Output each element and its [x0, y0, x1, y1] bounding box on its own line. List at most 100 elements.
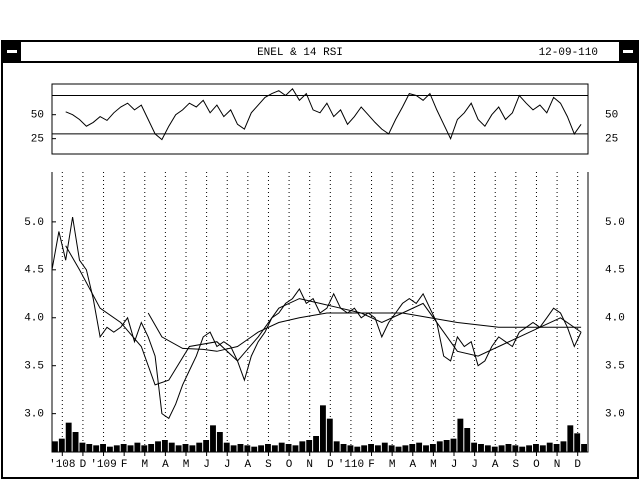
volume-bar	[313, 436, 319, 452]
price-line	[65, 88, 582, 141]
volume-bar	[533, 444, 539, 452]
y-tick-label-right: 4.5	[605, 265, 625, 277]
x-tick-label: A	[162, 459, 169, 471]
volume-bar	[498, 445, 505, 452]
y-tick-label: 3.0	[24, 409, 44, 421]
volume-bar	[52, 441, 58, 452]
y-tick-label-right: 50	[605, 110, 618, 122]
volume-bar	[320, 405, 326, 452]
price-line	[65, 245, 582, 386]
volume-bar	[429, 444, 436, 452]
volume-bar	[113, 445, 120, 452]
x-tick-label: '110	[338, 459, 364, 471]
volume-bar	[388, 445, 395, 452]
x-tick-label: D	[327, 459, 334, 471]
volume-bar	[100, 444, 106, 452]
volume-bar	[581, 444, 587, 452]
volume-bar	[155, 441, 161, 452]
volume-bar	[93, 445, 100, 452]
y-tick-label: 4.5	[24, 265, 44, 277]
x-tick-label: M	[430, 459, 437, 471]
x-tick-label: M	[141, 459, 148, 471]
volume-bar	[106, 446, 113, 452]
volume-bar	[265, 444, 271, 452]
x-tick-label: D	[574, 459, 581, 471]
x-tick-label: O	[533, 459, 540, 471]
volume-bar	[512, 445, 519, 452]
x-tick-label: S	[265, 459, 272, 471]
volume-bar	[574, 433, 581, 452]
volume-bar	[526, 445, 533, 452]
x-tick-label: D	[80, 459, 87, 471]
volume-bar	[409, 444, 416, 452]
x-tick-label: J	[203, 459, 210, 471]
x-tick-label: M	[389, 459, 396, 471]
y-tick-label-right: 4.0	[605, 313, 625, 325]
volume-bar	[484, 445, 491, 452]
volume-bar	[539, 445, 546, 452]
window-frame	[1, 40, 639, 479]
y-tick-label-right: 3.5	[605, 361, 625, 373]
volume-bar	[292, 445, 299, 452]
x-tick-label: F	[368, 459, 375, 471]
volume-bar	[189, 445, 196, 452]
volume-bar	[306, 440, 313, 452]
x-tick-label: '109	[90, 459, 116, 471]
volume-bar	[127, 445, 134, 452]
menu-dash	[7, 50, 17, 53]
volume-bar	[464, 428, 471, 452]
volume-bar	[519, 446, 526, 452]
x-tick-label: J	[471, 459, 478, 471]
volume-bar	[361, 445, 368, 452]
volume-bar	[567, 425, 574, 452]
x-tick-label: N	[306, 459, 313, 471]
volume-bar	[450, 438, 457, 452]
volume-bar	[326, 418, 333, 452]
volume-bar	[478, 444, 484, 452]
volume-bar	[86, 444, 93, 452]
volume-bar	[271, 445, 278, 452]
x-tick-label: S	[513, 459, 520, 471]
y-tick-label-right: 3.0	[605, 409, 625, 421]
volume-bar	[230, 445, 237, 452]
x-tick-label: F	[121, 459, 128, 471]
volume-bar	[120, 444, 127, 452]
x-tick-label: N	[554, 459, 561, 471]
price-line	[51, 217, 582, 420]
rsi-frame	[51, 83, 589, 155]
volume-bar	[134, 442, 141, 452]
volume-bar	[251, 446, 258, 452]
x-tick-label: A	[492, 459, 499, 471]
window-date: 12-09-110	[539, 47, 598, 59]
volume-bar	[443, 440, 450, 452]
volume-bar	[141, 445, 148, 452]
volume-bar	[471, 442, 478, 452]
volume-bar	[299, 441, 306, 452]
volume-bar	[216, 432, 223, 452]
volume-bar	[148, 444, 155, 452]
volume-bar	[223, 442, 230, 452]
volume-bar	[72, 432, 79, 452]
x-tick-label: J	[224, 459, 231, 471]
y-tick-label: 50	[31, 110, 44, 122]
volume-bar	[203, 440, 210, 452]
y-tick-label: 5.0	[24, 217, 44, 229]
volume-bar	[340, 444, 347, 452]
volume-bar	[175, 445, 182, 452]
volume-bar	[491, 446, 498, 452]
x-tick-label: J	[451, 459, 458, 471]
price-line	[147, 312, 582, 352]
volume-bar	[333, 441, 340, 452]
volume-bar	[196, 442, 203, 452]
volume-bar	[553, 444, 560, 452]
volume-bar	[368, 444, 374, 452]
volume-bar	[381, 442, 388, 452]
x-tick-label: O	[286, 459, 293, 471]
y-tick-label: 25	[31, 134, 44, 146]
y-tick-label-right: 5.0	[605, 217, 625, 229]
volume-bar	[58, 438, 65, 452]
volume-bar	[354, 446, 361, 452]
x-tick-label: '108	[49, 459, 75, 471]
